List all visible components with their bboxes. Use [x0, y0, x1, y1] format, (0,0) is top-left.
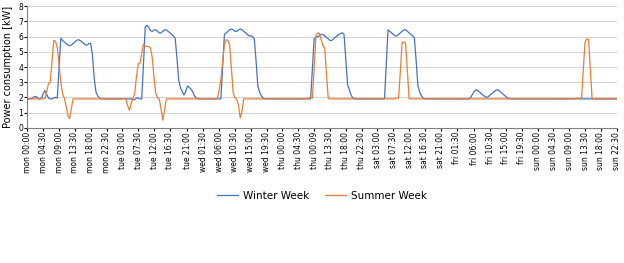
- Line: Summer Week: Summer Week: [27, 33, 617, 120]
- Summer Week: [509, 97, 517, 100]
- Summer Week: [358, 97, 366, 100]
- Winter Week: [129, 98, 137, 101]
- Summer Week: [314, 31, 321, 34]
- Line: Winter Week: Winter Week: [27, 25, 617, 100]
- Winter Week: [203, 97, 210, 100]
- Y-axis label: Power consumption [kW]: Power consumption [kW]: [2, 6, 12, 128]
- Summer Week: [31, 97, 38, 100]
- Winter Week: [509, 97, 517, 100]
- Summer Week: [613, 97, 620, 100]
- Winter Week: [31, 95, 38, 98]
- Winter Week: [24, 97, 31, 100]
- Winter Week: [613, 97, 620, 100]
- Winter Week: [157, 31, 165, 34]
- Summer Week: [516, 97, 524, 100]
- Summer Week: [159, 119, 167, 122]
- Winter Week: [516, 97, 524, 100]
- Legend: Winter Week, Summer Week: Winter Week, Summer Week: [213, 187, 431, 205]
- Winter Week: [144, 24, 151, 27]
- Summer Week: [202, 97, 209, 100]
- Summer Week: [24, 97, 31, 100]
- Summer Week: [154, 97, 161, 100]
- Winter Week: [358, 97, 366, 100]
